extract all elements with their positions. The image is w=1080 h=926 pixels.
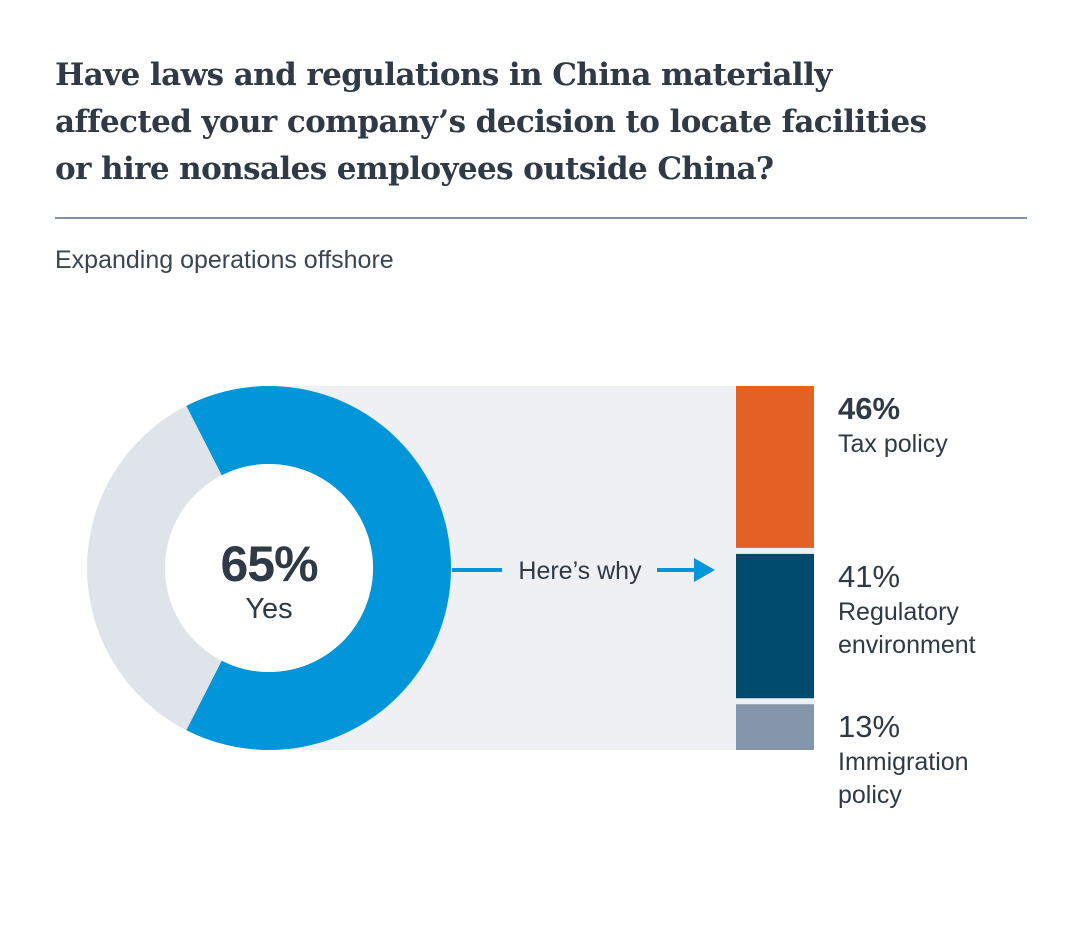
chart-title-line: affected your company’s decision to loca… bbox=[55, 104, 927, 140]
chart-title-line: or hire nonsales employees outside China… bbox=[55, 151, 774, 187]
donut-slice-yes bbox=[186, 386, 452, 751]
category-name: policy bbox=[838, 781, 902, 810]
donut-slice-other bbox=[87, 405, 222, 731]
here-why-arrow: Here’s why bbox=[452, 557, 715, 585]
donut-chart: 65%Yes bbox=[87, 386, 452, 751]
bar-segment-regulatory-environment bbox=[736, 553, 814, 699]
donut-center-value: 65% bbox=[220, 536, 318, 592]
category-label-block: 41% Regulatory environment bbox=[838, 558, 1058, 662]
category-name: Immigration bbox=[838, 748, 969, 777]
chart-title: Have laws and regulations in China mater… bbox=[55, 52, 995, 193]
chart-title-line: Have laws and regulations in China mater… bbox=[55, 57, 832, 93]
title-divider bbox=[55, 217, 1027, 219]
arrow-head-icon bbox=[694, 558, 715, 582]
category-name: Tax policy bbox=[838, 430, 948, 458]
stacked-bar bbox=[736, 386, 814, 750]
donut-center-label: Yes bbox=[245, 593, 292, 625]
category-name: Regulatory bbox=[838, 597, 959, 626]
category-label-block: 13% Immigration policy bbox=[838, 708, 1058, 812]
bar-segment-tax-policy bbox=[736, 386, 814, 548]
category-value: 41% bbox=[838, 558, 901, 594]
donut-hole bbox=[165, 464, 373, 672]
category-value: 13% bbox=[838, 709, 901, 745]
bar-segment-immigration-policy bbox=[736, 704, 814, 750]
category-name: environment bbox=[838, 630, 976, 659]
chart-subtitle: Expanding operations offshore bbox=[55, 246, 394, 274]
category-value: 46% bbox=[838, 391, 901, 426]
category-label-block: 46% Tax policy bbox=[838, 390, 1058, 461]
arrow-label: Here’s why bbox=[518, 557, 642, 585]
